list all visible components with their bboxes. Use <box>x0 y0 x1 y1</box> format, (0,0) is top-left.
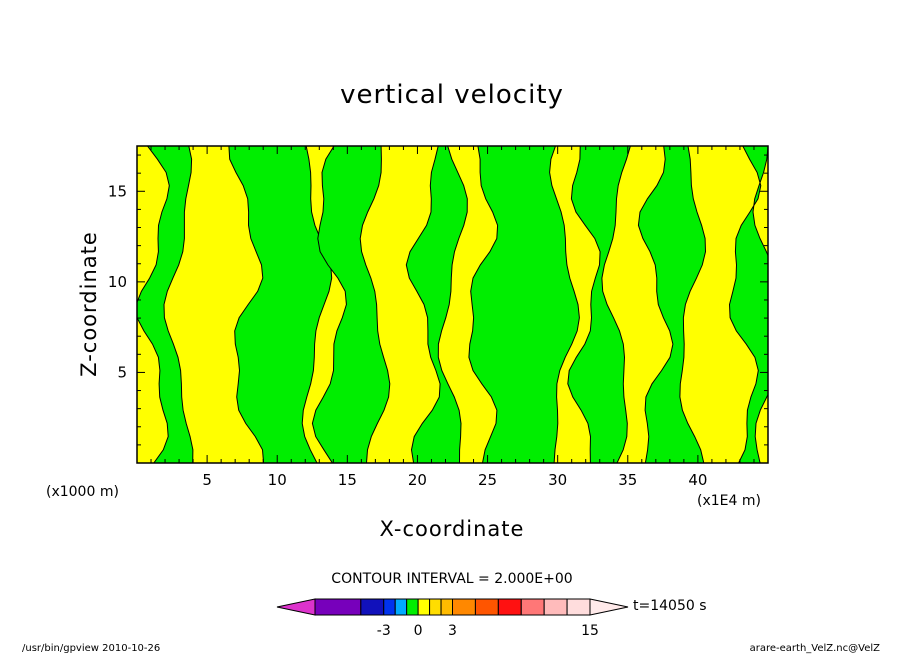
x-tick-label: 40 <box>688 471 707 489</box>
x-tick-label: 30 <box>548 471 567 489</box>
x-tick-label: 25 <box>478 471 497 489</box>
plot-frame <box>136 145 769 464</box>
negative-region-6 <box>637 146 707 463</box>
colorbar-segment <box>497 598 522 616</box>
colorbar-segment <box>417 598 431 616</box>
chart-title: vertical velocity <box>340 80 564 110</box>
colorbar <box>276 598 629 616</box>
colorbar-segment <box>314 598 362 616</box>
x-axis-label: X-coordinate <box>380 517 525 541</box>
contour-field <box>137 146 768 463</box>
negative-region-3 <box>405 146 468 463</box>
colorbar-segment <box>474 598 499 616</box>
colorbar-segment <box>520 598 545 616</box>
colorbar-segment <box>360 598 385 616</box>
x-tick-label: 15 <box>338 471 357 489</box>
colorbar-segment <box>406 598 419 616</box>
colorbar-label: -3 <box>377 623 391 639</box>
y-tick-label: 5 <box>117 363 127 381</box>
colorbar-segment <box>440 598 453 616</box>
x-unit-left: (x1000 m) <box>46 484 119 500</box>
x-tick-label: 5 <box>202 471 212 489</box>
colorbar-arrow-low <box>276 598 316 616</box>
y-tick-label: 15 <box>108 182 127 200</box>
colorbar-arrow-high <box>589 598 629 616</box>
x-unit-right: (x1E4 m) <box>697 493 761 509</box>
negative-region-4 <box>468 146 580 463</box>
y-tick-label: 10 <box>108 273 127 291</box>
x-tick-label: 35 <box>618 471 637 489</box>
colorbar-label: 0 <box>414 623 423 639</box>
colorbar-segment <box>543 598 568 616</box>
negative-region-7 <box>728 146 768 463</box>
negative-region-1 <box>228 146 333 463</box>
colorbar-label: 15 <box>581 623 599 639</box>
footer-right: arare-earth_VelZ.nc@VelZ <box>750 643 881 654</box>
footer-left: /usr/bin/gpview 2010-10-26 <box>22 643 160 654</box>
y-axis-ticks: 5 10 15 <box>108 154 768 446</box>
colorbar-segment <box>429 598 442 616</box>
colorbar-segment <box>452 598 476 616</box>
colorbar-segment <box>383 598 396 616</box>
colorbar-labels: -3 0 3 15 <box>377 623 599 639</box>
contour-interval-text: CONTOUR INTERVAL = 2.000E+00 <box>331 571 572 587</box>
negative-region-0 <box>137 146 194 463</box>
negative-region-2 <box>311 146 391 463</box>
time-label: t=14050 s <box>633 598 707 614</box>
y-axis-label: Z-coordinate <box>77 231 101 377</box>
x-tick-label: 20 <box>408 471 427 489</box>
x-tick-label: 10 <box>268 471 287 489</box>
x-axis-ticks: 5 10 15 20 25 30 35 40 <box>150 146 755 489</box>
colorbar-segment <box>394 598 408 616</box>
colorbar-label: 3 <box>448 623 457 639</box>
negative-region-5 <box>567 146 631 463</box>
colorbar-segment <box>566 598 591 616</box>
